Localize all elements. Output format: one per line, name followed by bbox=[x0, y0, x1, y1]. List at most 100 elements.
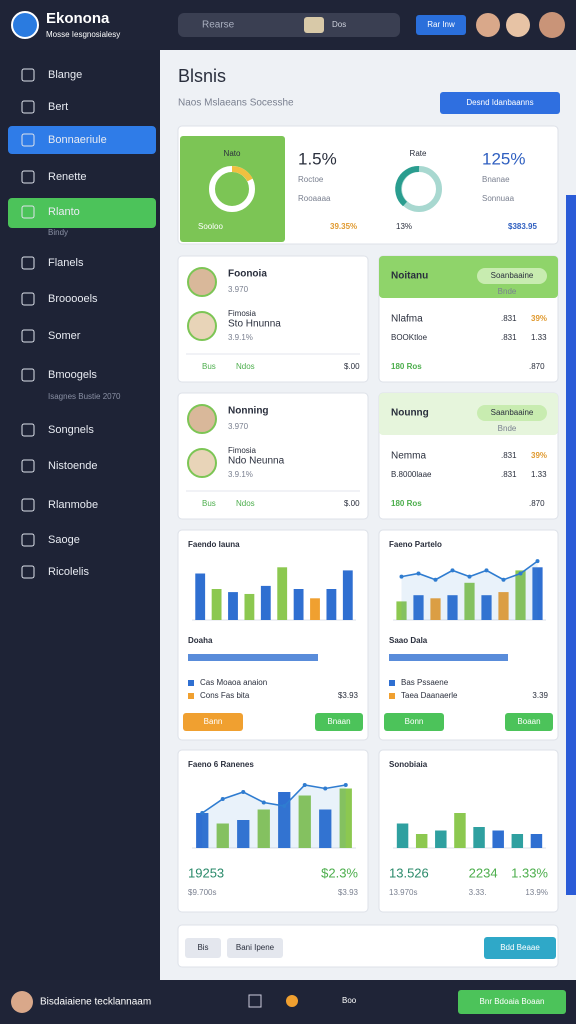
button[interactable] bbox=[315, 713, 363, 731]
card-value: 3.970 bbox=[228, 422, 249, 431]
bar bbox=[498, 592, 509, 620]
badge[interactable] bbox=[477, 268, 547, 284]
nav-icon bbox=[21, 423, 35, 437]
chip[interactable] bbox=[185, 938, 221, 958]
card-title: Nounng bbox=[391, 408, 429, 419]
footer-button[interactable] bbox=[484, 937, 556, 959]
nav-item[interactable]: Bert bbox=[48, 101, 68, 113]
header-button[interactable] bbox=[440, 92, 560, 114]
nav-note: Isagnes Bustie 2070 bbox=[48, 392, 121, 401]
brand: Ekonona bbox=[46, 10, 110, 27]
nav-item[interactable]: Songnels bbox=[48, 424, 94, 436]
top-button-label: Rar Inw bbox=[427, 20, 455, 29]
bar bbox=[430, 598, 441, 620]
bar bbox=[415, 834, 428, 848]
bar bbox=[532, 567, 543, 620]
nav-icon bbox=[21, 533, 35, 547]
nav-item[interactable]: Rlanmobe bbox=[48, 499, 98, 511]
nav-icon bbox=[21, 205, 35, 219]
nav-item[interactable]: Flanels bbox=[48, 257, 84, 269]
nav-item[interactable]: Blange bbox=[48, 69, 82, 81]
chart-title: Faeno Partelo bbox=[389, 540, 442, 549]
legend-value: 3.39 bbox=[532, 691, 548, 700]
point bbox=[282, 804, 287, 808]
point bbox=[200, 811, 205, 815]
area bbox=[202, 785, 346, 848]
card-total: 180 Ros bbox=[391, 499, 422, 508]
donut-segment bbox=[231, 165, 253, 182]
nav-item[interactable]: Rlanto bbox=[48, 206, 80, 218]
card-title: Noitanu bbox=[391, 271, 428, 282]
legend-swatch bbox=[389, 680, 395, 686]
nav-item[interactable]: Bonnaeriule bbox=[48, 134, 107, 146]
nav-note: Bindy bbox=[48, 228, 68, 237]
bar bbox=[257, 809, 270, 848]
avatar[interactable] bbox=[539, 12, 565, 38]
line bbox=[201, 784, 346, 814]
chart-card bbox=[177, 529, 369, 741]
card bbox=[177, 255, 369, 383]
user-name: Bisdaiaiene tecklannaam bbox=[40, 997, 151, 1008]
bar bbox=[277, 567, 288, 620]
badge[interactable] bbox=[477, 405, 547, 421]
icon[interactable] bbox=[286, 995, 298, 1007]
chart-title: Faendo Iauna bbox=[188, 540, 240, 549]
card-sub: Bnde bbox=[498, 424, 517, 433]
stat-value: 2234 bbox=[469, 865, 498, 880]
nav-item[interactable]: Brooooels bbox=[48, 293, 98, 305]
card-footer: $.00 bbox=[344, 499, 360, 508]
tagline: Mosse Iesgnosialesy bbox=[46, 30, 120, 39]
nav-item[interactable]: Ricolelis bbox=[48, 566, 89, 578]
point bbox=[501, 577, 506, 582]
bar bbox=[413, 595, 424, 620]
avatar[interactable] bbox=[476, 13, 500, 37]
search-box[interactable] bbox=[178, 13, 400, 37]
bar bbox=[326, 589, 337, 620]
top-button[interactable] bbox=[416, 15, 466, 35]
point bbox=[343, 783, 348, 787]
chip-label: Bani Ipene bbox=[236, 943, 275, 952]
avatar[interactable] bbox=[506, 13, 530, 37]
kpi-caption: Roctoe bbox=[298, 175, 324, 184]
stat-sub: $3.93 bbox=[338, 888, 359, 897]
nav-item[interactable]: Bmoogels bbox=[48, 369, 97, 381]
bar bbox=[511, 834, 524, 848]
search-tag: Dos bbox=[332, 20, 346, 29]
badge-label: Soanbaaine bbox=[491, 271, 534, 280]
icon[interactable] bbox=[248, 994, 262, 1008]
nav-icon bbox=[21, 498, 35, 512]
chart-title: Sonobiaia bbox=[389, 760, 428, 769]
nav-item[interactable]: Renette bbox=[48, 171, 87, 183]
card-sub: Bnde bbox=[498, 287, 517, 296]
bar bbox=[454, 813, 466, 848]
row-value: .831 bbox=[501, 470, 517, 479]
legend-swatch bbox=[389, 693, 395, 699]
logo bbox=[11, 11, 39, 39]
nav-icon bbox=[21, 565, 35, 579]
chip[interactable] bbox=[227, 938, 283, 958]
button[interactable] bbox=[384, 713, 444, 731]
nav-icon bbox=[21, 133, 35, 147]
card-footer: .870 bbox=[529, 362, 545, 371]
button-label: Boaan bbox=[517, 717, 540, 726]
card-footer: .870 bbox=[529, 499, 545, 508]
card-total: 180 Ros bbox=[391, 362, 422, 371]
kpi-total: 39.35% bbox=[330, 222, 357, 231]
bar bbox=[464, 582, 475, 620]
stat-sub: 3.33. bbox=[469, 888, 487, 897]
bar bbox=[228, 592, 238, 620]
kpi-label: Nato bbox=[224, 149, 241, 158]
bottom-button[interactable] bbox=[458, 990, 566, 1014]
bar bbox=[530, 834, 543, 848]
nav-item[interactable]: Saoge bbox=[48, 534, 80, 546]
avatar bbox=[187, 404, 217, 434]
legend-swatch bbox=[188, 693, 194, 699]
button[interactable] bbox=[183, 713, 243, 731]
nav-item[interactable]: Somer bbox=[48, 330, 81, 342]
chart-title: Faeno 6 Ranenes bbox=[188, 760, 254, 769]
button[interactable] bbox=[505, 713, 553, 731]
nav-item[interactable]: Nistoende bbox=[48, 460, 98, 472]
chart-card bbox=[378, 529, 559, 741]
stat-value: 13.526 bbox=[389, 865, 429, 880]
bar bbox=[310, 598, 320, 620]
